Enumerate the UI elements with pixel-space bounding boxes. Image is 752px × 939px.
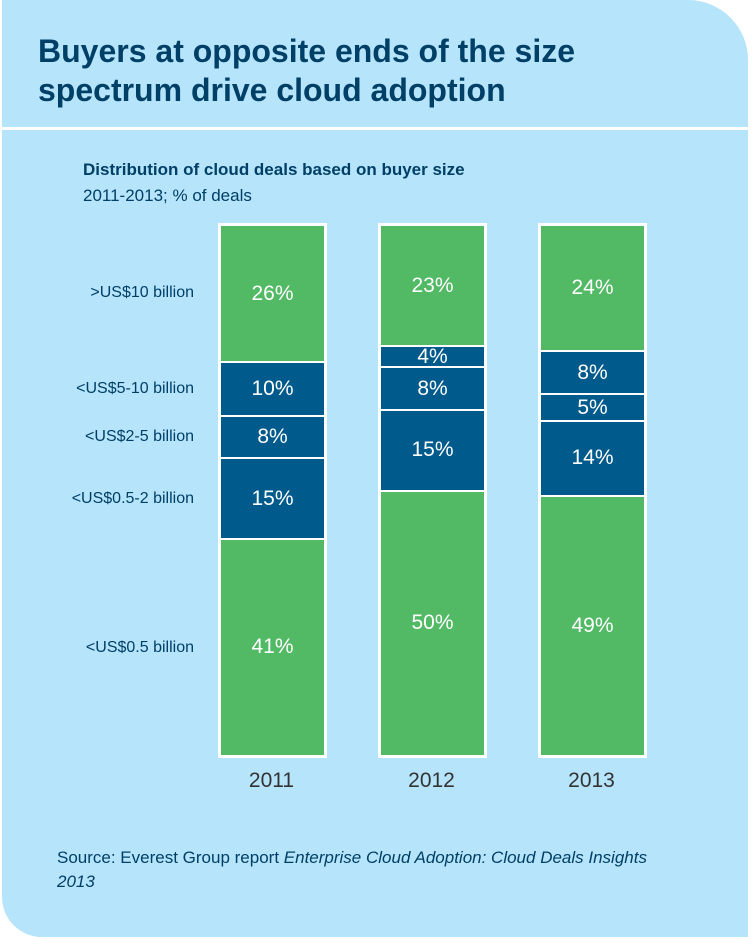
- chart-title: Distribution of cloud deals based on buy…: [83, 160, 465, 179]
- data-label: 24%: [571, 276, 614, 300]
- data-label: 15%: [411, 438, 454, 462]
- bar-segment: 15%: [218, 458, 327, 539]
- bar-segment: 4%: [378, 344, 487, 368]
- legend-label: <US$0.5 billion: [85, 639, 194, 657]
- bar-segment: 49%: [538, 495, 647, 758]
- data-label: 8%: [257, 424, 288, 448]
- chart-subtitle: 2011-2013; % of deals: [83, 186, 252, 205]
- data-label: 4%: [417, 344, 448, 368]
- data-label: 41%: [251, 635, 294, 659]
- x-tick-label: 2012: [408, 769, 455, 792]
- bar-segment: 15%: [378, 410, 487, 491]
- legend-label: <US$0.5-2 billion: [71, 489, 194, 507]
- data-label: 14%: [571, 446, 614, 470]
- source-prefix: Source: Everest Group report: [57, 848, 284, 867]
- source-report: Enterprise Cloud Adoption: Cloud Deals I…: [57, 848, 647, 891]
- data-label: 8%: [577, 360, 608, 384]
- x-tick-label: 2011: [248, 769, 295, 792]
- page-title: Buyers at opposite ends of the size spec…: [38, 33, 575, 108]
- bar-segment: 8%: [218, 415, 327, 459]
- source-note: Source: Everest Group report Enterprise …: [57, 846, 677, 894]
- data-label: 23%: [411, 273, 454, 297]
- bar-segment: 10%: [218, 362, 327, 416]
- legend-label: <US$2-5 billion: [85, 428, 194, 445]
- bar-segment: 23%: [378, 223, 487, 347]
- bar-segment: 26%: [218, 223, 327, 363]
- bar-segment: 5%: [538, 394, 647, 421]
- divider: [2, 127, 748, 130]
- legend-label: <US$5-10 billion: [76, 379, 194, 397]
- data-label: 50%: [411, 611, 454, 635]
- bar-segment: 50%: [378, 490, 487, 758]
- stacked-bar-chart: 41% <US$0.5 billion 15% <US$0.5-2 billion 8%…: [71, 223, 647, 792]
- data-label: 8%: [417, 376, 448, 400]
- bar-segment: 41%: [218, 538, 327, 758]
- data-label: 49%: [571, 613, 614, 637]
- bar-segment: 14%: [538, 420, 647, 496]
- bar-segment: 8%: [378, 367, 487, 411]
- data-label: 15%: [251, 486, 294, 510]
- bar-segment: 24%: [538, 223, 647, 352]
- data-label: 26%: [251, 281, 294, 305]
- data-label: 10%: [251, 376, 294, 400]
- x-tick-label: 2013: [568, 769, 615, 792]
- legend-label: >US$10 billion: [90, 283, 194, 301]
- bar-segment: 8%: [538, 351, 647, 395]
- data-label: 5%: [577, 395, 608, 419]
